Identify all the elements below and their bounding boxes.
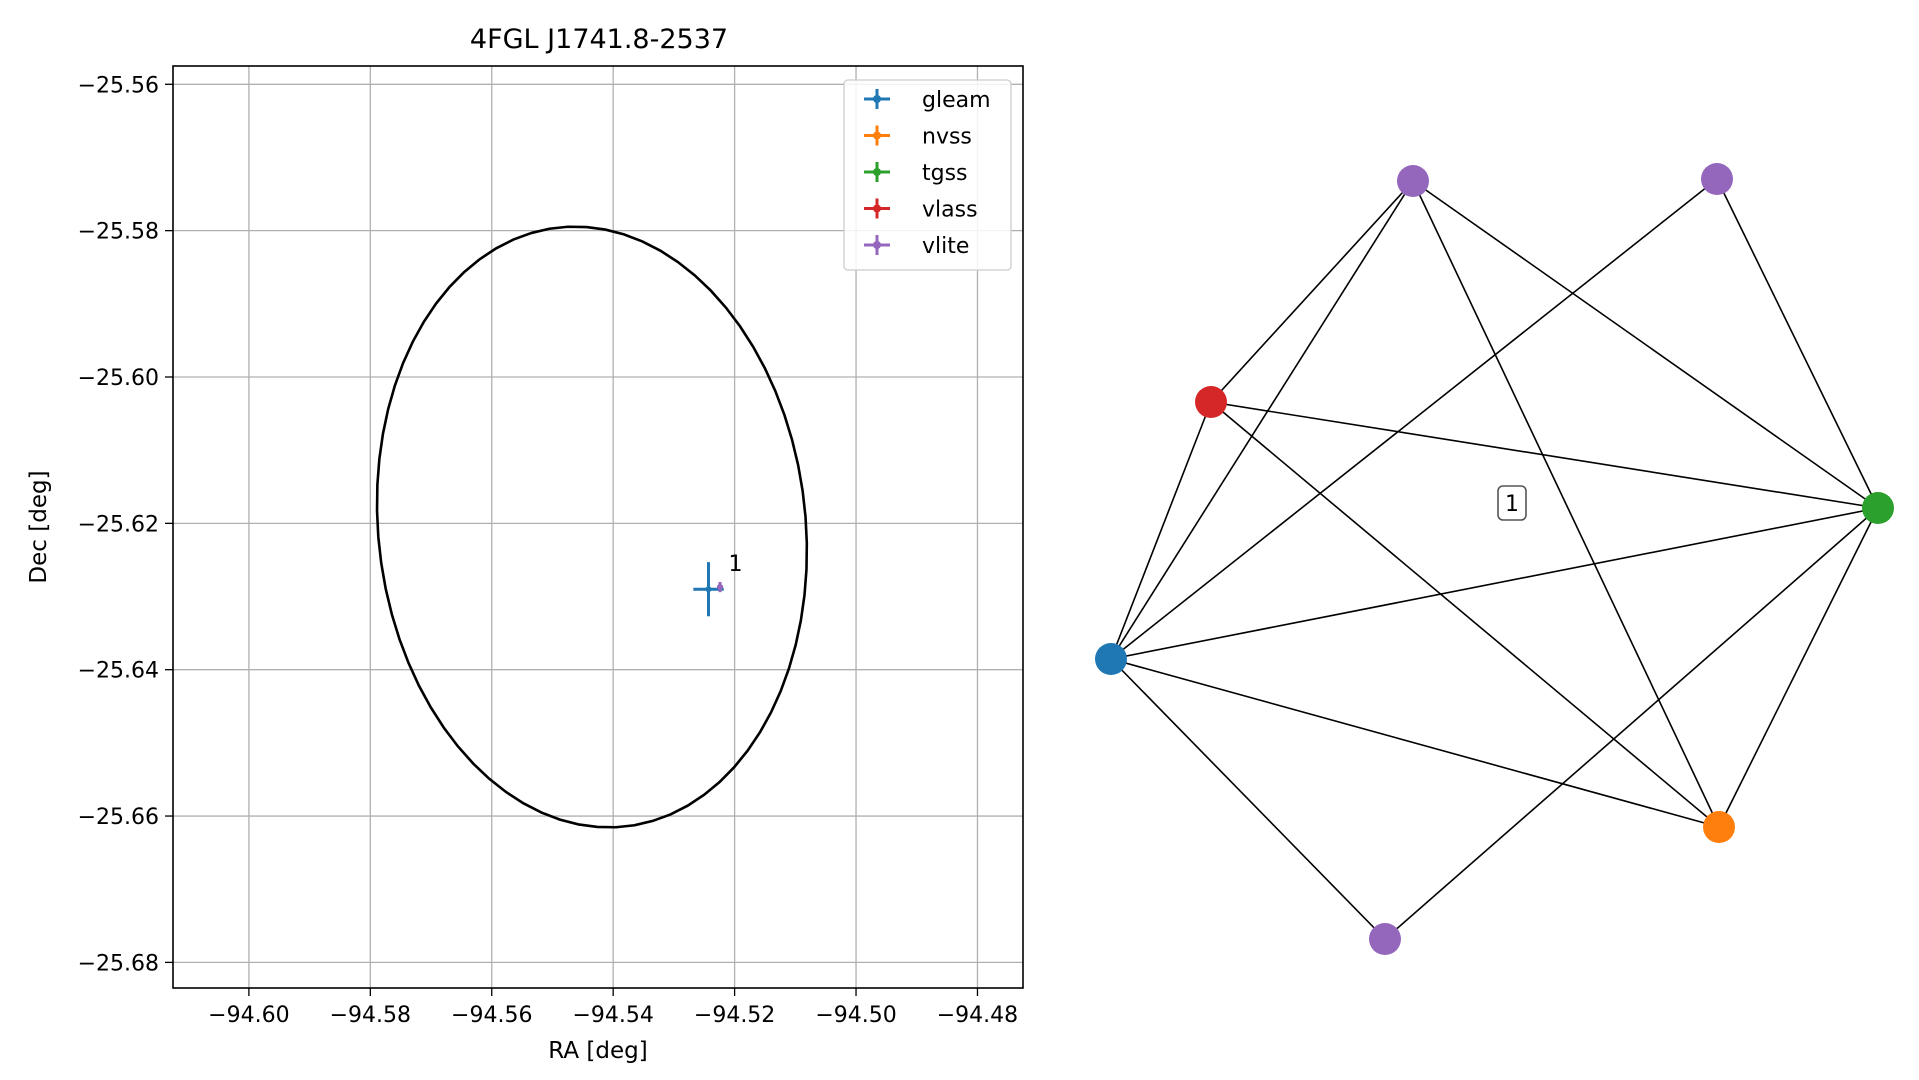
legend-item-gleam: gleam — [864, 88, 991, 113]
edge-vlite_a-vlass — [1210, 180, 1414, 403]
x-tick-label: −94.48 — [937, 1003, 1018, 1028]
x-axis-ticks: −94.60 −94.58 −94.56 −94.54 −94.52 −94.50 −94.… — [208, 988, 1018, 1028]
x-tick-label: −94.52 — [694, 1003, 775, 1028]
y-tick-label: −25.66 — [78, 805, 159, 830]
node-vlite_c — [1369, 923, 1401, 955]
legend-item-nvss: nvss — [864, 125, 972, 150]
network-label-box: 1 — [1497, 485, 1527, 521]
scatter-panel: 4FGL J1741.8-2537 1 −94.60 −94.58 −94.56 −9… — [26, 24, 1024, 1064]
y-tick-label: −25.68 — [78, 951, 159, 976]
x-tick-label: −94.60 — [208, 1003, 289, 1028]
legend-label: vlass — [922, 198, 978, 223]
ellipse-layer — [375, 225, 809, 829]
edge-vlass-gleam — [1110, 401, 1212, 660]
node-vlite_a — [1397, 165, 1429, 197]
legend-label: gleam — [922, 88, 991, 113]
legend-item-vlite: vlite — [864, 234, 969, 259]
edge-tgss-nvss — [1718, 507, 1879, 828]
network-label: 1 — [1505, 492, 1519, 517]
edge-vlite_b-tgss — [1716, 178, 1879, 509]
x-tick-label: −94.50 — [815, 1003, 896, 1028]
x-tick-label: −94.56 — [451, 1003, 532, 1028]
edge-vlite_a-nvss — [1412, 180, 1720, 828]
data-point-vlite — [717, 581, 724, 593]
y-axis-ticks: −25.56 −25.58 −25.60 −25.62 −25.64 −25.66 −25.… — [78, 73, 173, 976]
series-layer — [693, 562, 724, 617]
edge-vlite_a-gleam — [1110, 180, 1414, 660]
node-vlass — [1195, 386, 1227, 418]
node-nvss — [1703, 811, 1735, 843]
y-tick-label: −25.62 — [78, 512, 159, 537]
edge-vlite_a-tgss — [1412, 180, 1879, 509]
y-tick-label: −25.64 — [78, 659, 159, 684]
plot-frame — [172, 65, 1024, 989]
legend-label: tgss — [922, 161, 968, 186]
node-layer — [1095, 163, 1894, 955]
edge-tgss-vlite_c — [1384, 507, 1879, 940]
edge-vlass-nvss — [1210, 401, 1720, 828]
legend-marker — [873, 168, 881, 176]
legend-marker — [873, 95, 881, 103]
edge-layer — [1110, 178, 1879, 940]
annotation-layer: 1 — [729, 552, 743, 577]
y-axis-label: Dec [deg] — [26, 470, 52, 583]
network-panel: 1 — [1095, 163, 1894, 955]
legend-item-vlass: vlass — [864, 198, 978, 223]
legend-marker — [873, 241, 881, 249]
chart-title: 4FGL J1741.8-2537 — [470, 24, 728, 55]
node-tgss — [1862, 492, 1894, 524]
legend-marker — [873, 204, 881, 213]
x-axis-label: RA [deg] — [548, 1038, 647, 1064]
edge-gleam-tgss — [1110, 507, 1879, 660]
y-tick-label: −25.56 — [78, 73, 159, 98]
error-ellipse — [375, 225, 809, 829]
edge-gleam-nvss — [1110, 658, 1720, 828]
y-tick-label: −25.58 — [78, 220, 159, 245]
y-tick-label: −25.60 — [78, 366, 159, 391]
legend: gleam nvss tgss vlass vlite — [843, 79, 1012, 271]
marker — [717, 584, 724, 591]
edge-vlite_b-gleam — [1110, 178, 1718, 660]
legend-marker — [873, 131, 881, 140]
node-vlite_b — [1701, 163, 1733, 195]
node-gleam — [1095, 643, 1127, 675]
legend-item-tgss: tgss — [864, 161, 968, 186]
x-tick-label: −94.58 — [330, 1003, 411, 1028]
legend-label: nvss — [922, 125, 972, 150]
edge-vlass-tgss — [1210, 401, 1879, 509]
legend-frame — [843, 79, 1012, 271]
marker — [705, 586, 712, 593]
annotation-label: 1 — [729, 552, 743, 577]
x-tick-label: −94.54 — [572, 1003, 653, 1028]
legend-label: vlite — [922, 234, 969, 259]
edge-gleam-vlite_c — [1110, 658, 1386, 940]
